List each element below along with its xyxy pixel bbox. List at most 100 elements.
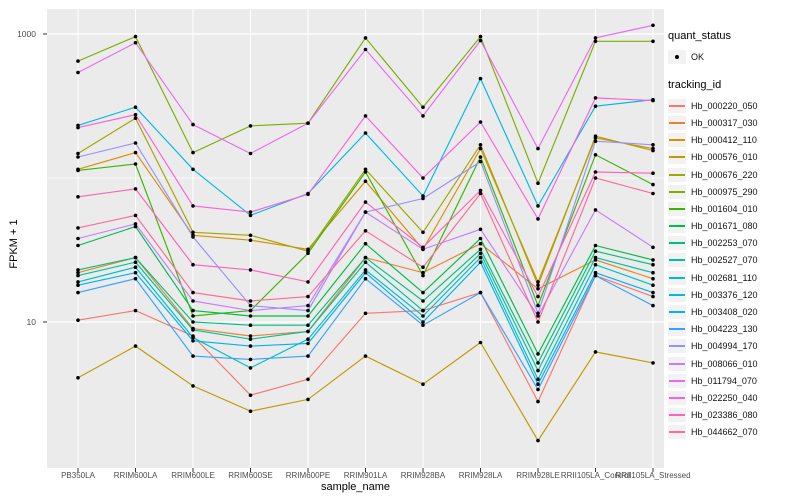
x-tick-label: RRIM600LA — [113, 471, 158, 480]
data-point — [76, 70, 80, 75]
legend-key-line-icon — [669, 156, 685, 159]
data-point — [421, 299, 425, 303]
data-point — [133, 112, 138, 117]
data-point — [593, 350, 598, 354]
x-tick-label: RRIM928LE — [516, 471, 560, 480]
data-point — [363, 114, 368, 118]
data-point — [76, 226, 80, 230]
y-tick-label: 10 — [26, 317, 36, 327]
data-point — [536, 377, 540, 382]
legend-item: Hb_011794_070 — [668, 372, 798, 389]
legend-item: Hb_002253_070 — [668, 235, 798, 252]
data-point — [133, 116, 138, 120]
legend-key-box — [668, 150, 686, 165]
data-point — [191, 339, 195, 343]
data-point — [536, 204, 540, 208]
data-point — [76, 195, 80, 199]
data-point — [363, 255, 368, 260]
legend-item: Hb_000975_290 — [668, 183, 798, 200]
data-point — [248, 409, 253, 414]
legend-item-label: Hb_002253_070 — [691, 238, 758, 249]
data-point — [651, 283, 655, 288]
legend-item: Hb_000576_010 — [668, 149, 798, 166]
data-point — [133, 270, 138, 275]
data-point — [76, 236, 80, 241]
legend-key-line-icon — [669, 207, 685, 210]
data-point — [306, 377, 310, 382]
legend-item-label: Hb_004994_170 — [691, 341, 758, 352]
data-point — [421, 265, 425, 270]
data-point — [478, 241, 483, 246]
data-point — [536, 311, 540, 316]
data-point — [306, 294, 310, 299]
data-point — [478, 255, 483, 260]
data-point — [76, 283, 80, 288]
data-point — [421, 105, 425, 109]
data-point — [536, 352, 540, 356]
legend-key-line-icon — [669, 362, 685, 365]
legend-key-line-icon — [669, 259, 685, 262]
data-point — [421, 245, 425, 250]
legend-item-label: Hb_000676_220 — [691, 169, 758, 180]
legend-key-box — [668, 425, 686, 440]
data-point — [191, 290, 195, 295]
data-point — [593, 176, 598, 180]
legend-key-line-icon — [669, 242, 685, 245]
data-point — [363, 354, 368, 358]
data-point — [478, 251, 483, 256]
data-point — [76, 125, 80, 130]
data-point — [651, 182, 655, 187]
legend-key-line-icon — [669, 311, 685, 314]
data-point — [421, 114, 425, 118]
data-point — [363, 47, 368, 52]
legend-key-box — [668, 236, 686, 251]
data-point — [651, 191, 655, 196]
data-point — [306, 397, 310, 402]
data-point — [478, 188, 483, 193]
data-point — [248, 238, 253, 242]
legend-key-box — [668, 408, 686, 423]
data-point — [133, 344, 138, 348]
data-point — [248, 151, 253, 156]
legend-item: Hb_001671_080 — [668, 218, 798, 235]
data-point — [191, 167, 195, 172]
data-point — [133, 213, 138, 218]
legend-key-box — [668, 339, 686, 354]
data-point — [536, 280, 540, 284]
data-point — [363, 268, 368, 272]
x-tick-label: RRIM928BA — [400, 471, 446, 480]
legend-tracking-title: tracking_id — [668, 79, 722, 92]
legend-key-box — [668, 49, 686, 64]
legend-tracking-id: tracking_id Hb_000220_050 Hb_000317_030 Hb… — [668, 79, 798, 441]
legend-key-box — [668, 98, 686, 113]
data-point — [76, 376, 80, 380]
data-point — [133, 260, 138, 265]
data-point — [593, 255, 598, 260]
legend-item-label: Hb_004223_130 — [691, 324, 758, 335]
data-point — [76, 151, 80, 156]
legend-item-label: OK — [691, 51, 705, 62]
data-point — [363, 36, 368, 40]
data-point — [191, 384, 195, 388]
legend: quant_status OK tracking_id Hb_000220_05… — [668, 30, 798, 441]
data-point — [536, 181, 540, 185]
x-tick-label: RRII105LA_Control — [560, 471, 631, 480]
data-point — [248, 210, 253, 214]
data-point — [248, 308, 253, 313]
data-point — [651, 148, 655, 153]
data-point — [536, 314, 540, 318]
data-point — [651, 294, 655, 299]
legend-key-line-icon — [669, 396, 685, 399]
legend-key-box — [668, 287, 686, 302]
legend-key-line-icon — [669, 431, 685, 434]
x-tick-label: RRIM901LA — [343, 471, 388, 480]
data-point — [421, 320, 425, 324]
data-point — [478, 38, 483, 43]
legend-key-box — [668, 270, 686, 285]
data-point — [536, 387, 540, 392]
data-point — [133, 255, 138, 260]
data-point — [651, 303, 655, 308]
data-point — [421, 273, 425, 278]
data-point — [651, 262, 655, 267]
data-point — [593, 96, 598, 100]
